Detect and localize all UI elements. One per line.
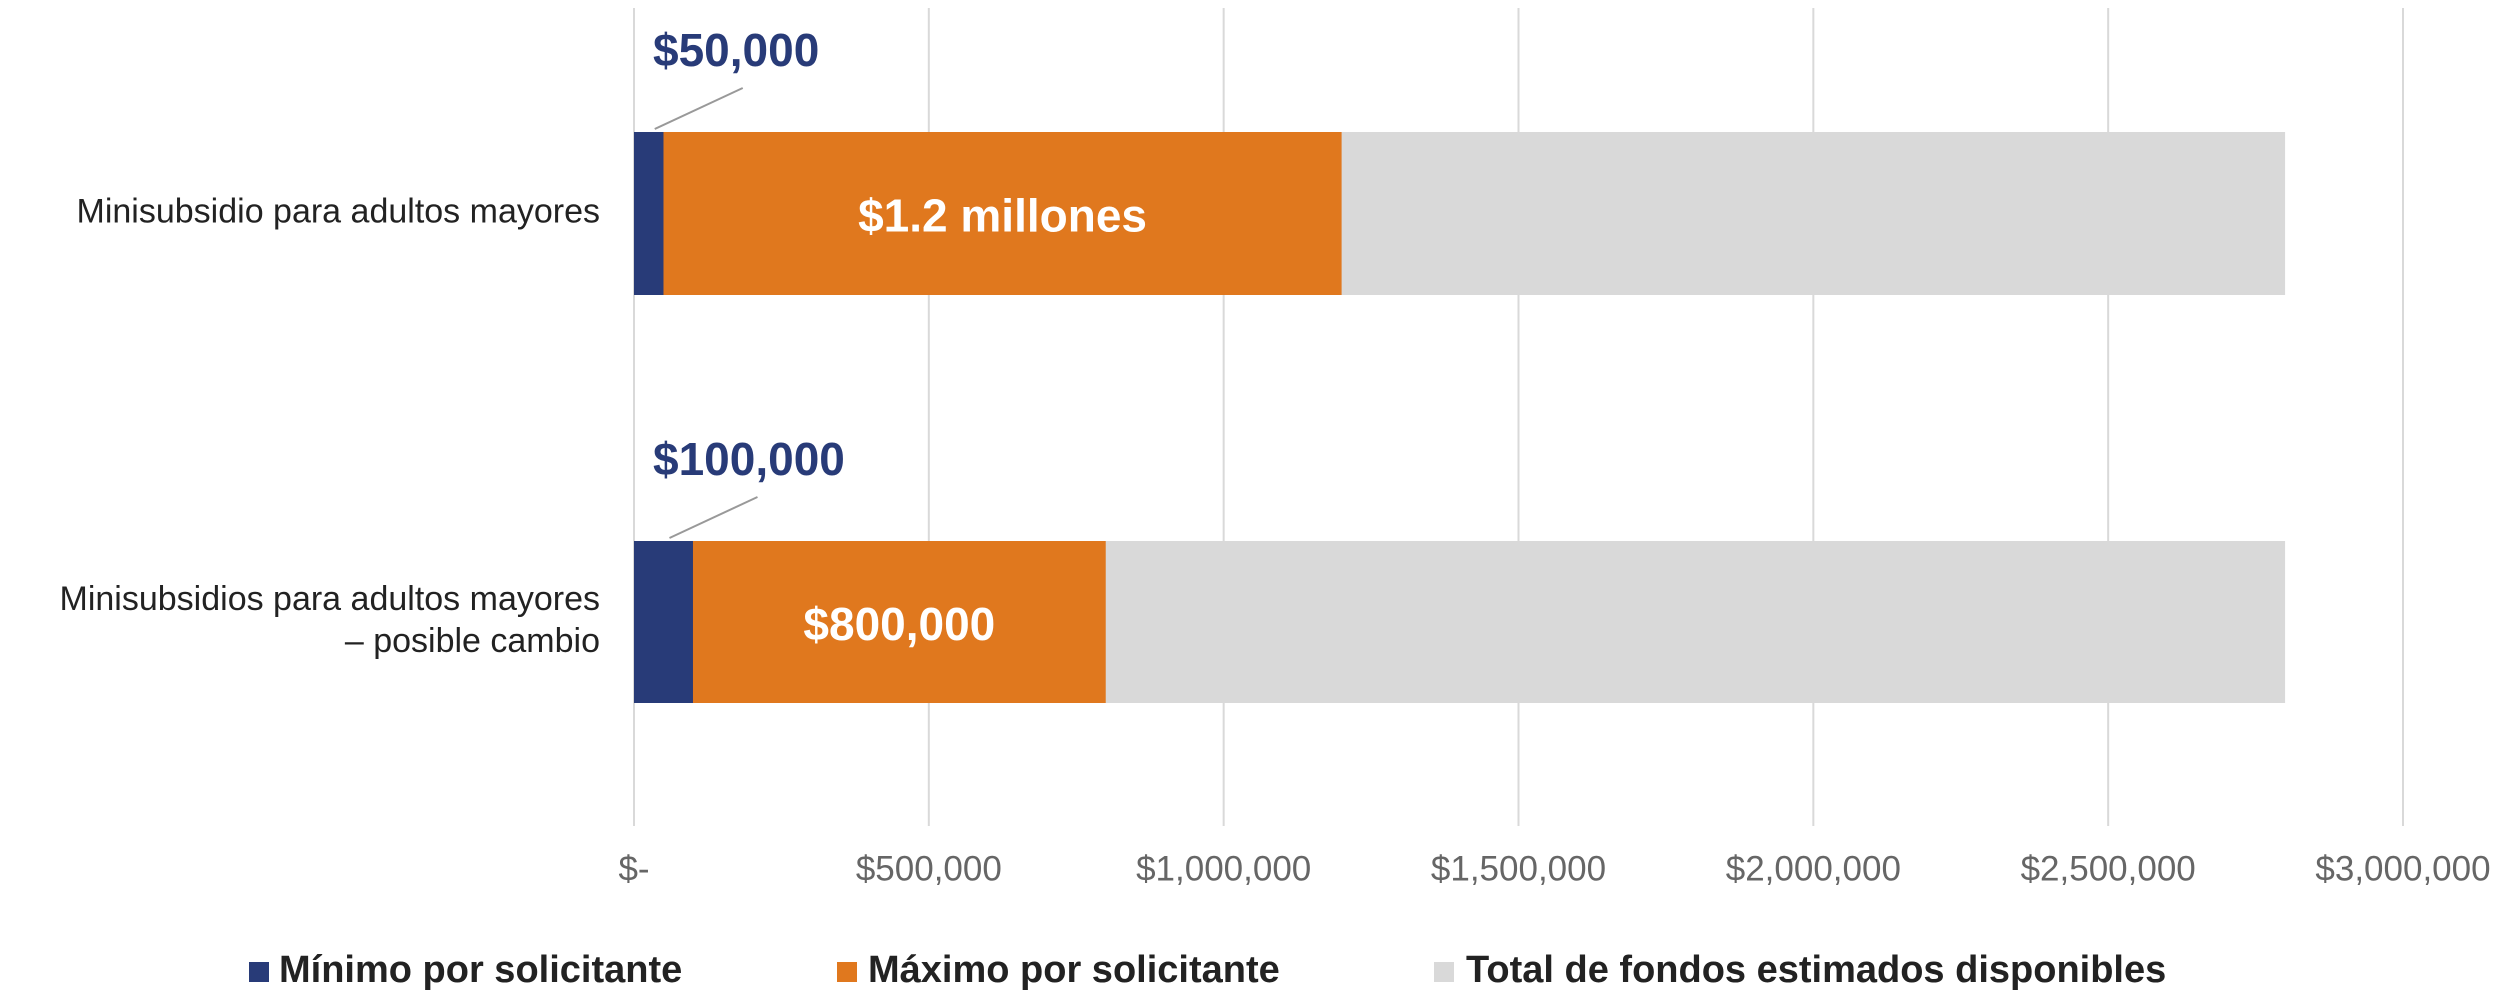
legend-label: Máximo por solicitante xyxy=(868,949,1280,991)
value-label: $50,000 xyxy=(653,24,819,76)
category-label: Minisubsidio para adultos mayores xyxy=(77,192,600,230)
bar xyxy=(634,132,1342,295)
bar xyxy=(634,541,1106,703)
category-label: Minisubsidios para adultos mayores – posi… xyxy=(60,580,600,660)
value-label: $1.2 millones xyxy=(858,190,1147,242)
value-label: $800,000 xyxy=(803,598,995,650)
x-tick-label: $1,500,000 xyxy=(1431,849,1606,888)
x-tick-label: $- xyxy=(618,849,649,888)
x-tick-label: $1,000,000 xyxy=(1136,849,1311,888)
x-tick-label: $3,000,000 xyxy=(2315,849,2490,888)
x-tick-label: $2,000,000 xyxy=(1726,849,1901,888)
x-tick-label: $2,500,000 xyxy=(2021,849,2196,888)
legend-swatch xyxy=(249,962,269,982)
leader-line xyxy=(669,496,758,539)
bar xyxy=(634,132,664,295)
legend-label: Total de fondos estimados disponibles xyxy=(1466,949,2166,991)
legend-label: Mínimo por solicitante xyxy=(279,949,682,991)
value-label: $100,000 xyxy=(653,433,845,485)
x-tick-label: $500,000 xyxy=(856,849,1002,888)
legend-swatch xyxy=(837,962,857,982)
legend-swatch xyxy=(1434,962,1454,982)
leader-line xyxy=(654,87,744,130)
bar xyxy=(634,541,693,703)
